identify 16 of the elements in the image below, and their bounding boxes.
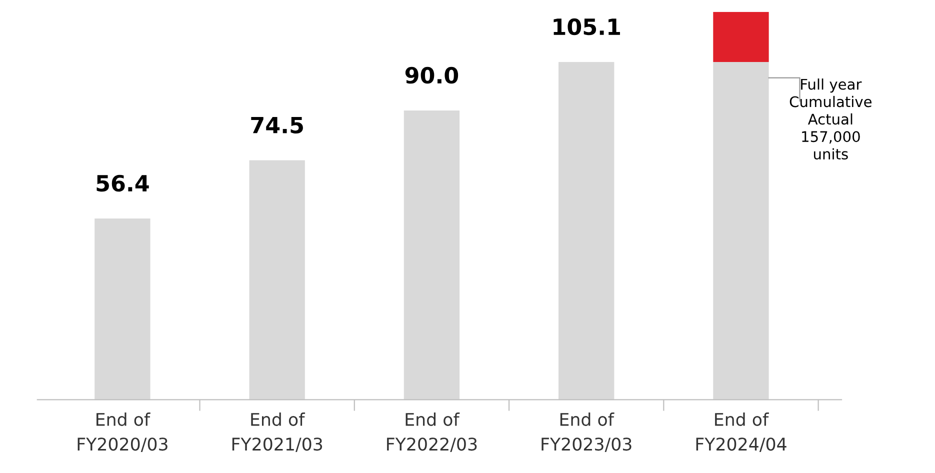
data-label: 90.0 [405,66,458,84]
bar [404,110,460,400]
x-tick-label: End of FY2021/03 [232,412,322,452]
annotation: Full year Cumulative Actual 157,000 units [790,78,872,160]
data-label: 105.1 [554,18,620,36]
x-tick-label: End of FY2024/04 [696,412,786,452]
bar [94,218,150,400]
data-label: 56.4 [96,174,149,192]
x-tick-label: End of FY2022/03 [387,412,477,452]
x-tick-label: End of FY2020/03 [78,412,168,452]
bar [249,160,305,400]
bar [558,62,614,400]
x-tick-label: End of FY2023/03 [542,412,632,452]
bar [713,12,769,62]
bar [713,62,769,400]
data-label: 74.5 [251,116,303,134]
